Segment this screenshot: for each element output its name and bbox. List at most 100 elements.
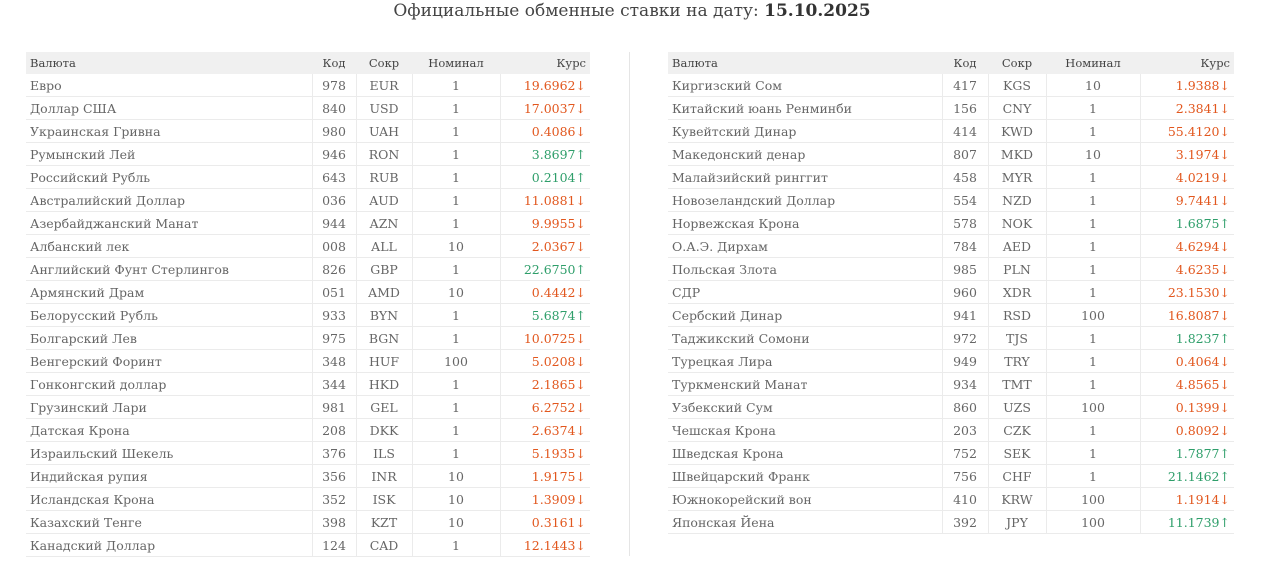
- table-row: Македонский денар 807 MKD 10 3.1974↓: [668, 142, 1234, 166]
- currency-code: 860: [942, 395, 989, 419]
- currency-rate-cell: 1.6875↑: [1140, 211, 1234, 235]
- currency-nominal: 1: [1046, 119, 1141, 143]
- currency-rate-cell: 0.4064↓: [1140, 349, 1234, 373]
- currency-nominal: 1: [1046, 165, 1141, 189]
- rate-value: 2.1865: [531, 376, 576, 392]
- currency-name: Таджикский Сомони: [668, 326, 943, 350]
- currency-code: 348: [312, 349, 357, 373]
- currency-nominal: 1: [412, 211, 501, 235]
- currency-abbr: XDR: [988, 280, 1047, 304]
- currency-abbr: SEK: [988, 441, 1047, 465]
- currency-nominal: 1: [412, 441, 501, 465]
- rates-table-right: Валюта Код Сокр Номинал Курс Киргизский …: [668, 52, 1234, 534]
- currency-nominal: 10: [1046, 74, 1141, 97]
- rate-value: 0.4086: [531, 123, 576, 139]
- currency-rate-cell: 22.6750↑: [500, 257, 590, 281]
- currency-nominal: 1: [412, 74, 501, 97]
- currency-name: Доллар США: [26, 96, 313, 120]
- currency-code: 417: [942, 74, 989, 97]
- col-header-nominal: Номинал: [1046, 52, 1140, 74]
- currency-abbr: CAD: [356, 533, 413, 557]
- rate-value: 2.6374: [531, 422, 576, 438]
- rate-value: 3.1974: [1175, 146, 1220, 162]
- arrow-down-icon: ↓: [1219, 77, 1230, 93]
- currency-code: 554: [942, 188, 989, 212]
- arrow-down-icon: ↓: [575, 468, 586, 484]
- currency-name: Азербайджанский Манат: [26, 211, 313, 235]
- currency-abbr: BGN: [356, 326, 413, 350]
- currency-code: 941: [942, 303, 989, 327]
- currency-code: 208: [312, 418, 357, 442]
- currency-rate-cell: 1.9388↓: [1140, 74, 1234, 97]
- currency-name: Гонконгский доллар: [26, 372, 313, 396]
- rate-value: 23.1530: [1167, 284, 1220, 300]
- currency-name: СДР: [668, 280, 943, 304]
- col-header-rate: Курс: [500, 52, 590, 74]
- currency-name: Чешская Крона: [668, 418, 943, 442]
- table-row: Чешская Крона 203 CZK 1 0.8092↓: [668, 418, 1234, 442]
- table-row: Израильский Шекель 376 ILS 1 5.1935↓: [26, 441, 590, 465]
- currency-rate-cell: 1.7877↑: [1140, 441, 1234, 465]
- currency-name: Грузинский Лари: [26, 395, 313, 419]
- column-divider: [629, 52, 630, 556]
- currency-abbr: EUR: [356, 74, 413, 97]
- table-row: Армянский Драм 051 AMD 10 0.4442↓: [26, 280, 590, 304]
- currency-name: Македонский денар: [668, 142, 943, 166]
- table-row: Норвежская Крона 578 NOK 1 1.6875↑: [668, 211, 1234, 235]
- currency-abbr: NOK: [988, 211, 1047, 235]
- currency-abbr: BYN: [356, 303, 413, 327]
- currency-code: 203: [942, 418, 989, 442]
- currency-name: Армянский Драм: [26, 280, 313, 304]
- currency-abbr: RSD: [988, 303, 1047, 327]
- rate-value: 0.1399: [1175, 399, 1220, 415]
- rate-value: 2.0367: [531, 238, 576, 254]
- table-row: Украинская Гривна 980 UAH 1 0.4086↓: [26, 119, 590, 143]
- currency-nominal: 1: [412, 395, 501, 419]
- currency-name: Южнокорейский вон: [668, 487, 943, 511]
- currency-abbr: AED: [988, 234, 1047, 258]
- rate-value: 1.8237: [1175, 330, 1220, 346]
- arrow-down-icon: ↓: [1219, 353, 1230, 369]
- currency-code: 934: [942, 372, 989, 396]
- rate-value: 21.1462: [1167, 468, 1220, 484]
- currency-rate-cell: 17.0037↓: [500, 96, 590, 120]
- arrow-up-icon: ↑: [1219, 468, 1230, 484]
- currency-name: Английский Фунт Стерлингов: [26, 257, 313, 281]
- currency-code: 376: [312, 441, 357, 465]
- arrow-up-icon: ↑: [1219, 215, 1230, 231]
- currency-name: Казахский Тенге: [26, 510, 313, 534]
- currency-abbr: CZK: [988, 418, 1047, 442]
- arrow-up-icon: ↑: [1219, 330, 1230, 346]
- currency-abbr: DKK: [356, 418, 413, 442]
- currency-code: 124: [312, 533, 357, 557]
- currency-nominal: 1: [412, 418, 501, 442]
- col-header-rate: Курс: [1140, 52, 1234, 74]
- currency-nominal: 10: [412, 464, 501, 488]
- currency-abbr: ILS: [356, 441, 413, 465]
- currency-code: 398: [312, 510, 357, 534]
- currency-abbr: MYR: [988, 165, 1047, 189]
- rate-value: 5.0208: [531, 353, 576, 369]
- currency-abbr: UZS: [988, 395, 1047, 419]
- currency-nominal: 100: [1046, 487, 1141, 511]
- currency-name: Индийская рупия: [26, 464, 313, 488]
- currency-nominal: 10: [412, 510, 501, 534]
- arrow-down-icon: ↓: [575, 77, 586, 93]
- table-row: Австралийский Доллар 036 AUD 1 11.0881↓: [26, 188, 590, 212]
- currency-rate-cell: 0.4086↓: [500, 119, 590, 143]
- arrow-up-icon: ↑: [575, 261, 586, 277]
- currency-nominal: 1: [1046, 441, 1141, 465]
- arrow-down-icon: ↓: [575, 399, 586, 415]
- currency-abbr: GBP: [356, 257, 413, 281]
- table-row: О.А.Э. Дирхам 784 AED 1 4.6294↓: [668, 234, 1234, 258]
- currency-name: Албанский лек: [26, 234, 313, 258]
- currency-rate-cell: 9.9955↓: [500, 211, 590, 235]
- table-row: Гонконгский доллар 344 HKD 1 2.1865↓: [26, 372, 590, 396]
- currency-nominal: 1: [1046, 280, 1141, 304]
- currency-abbr: TMT: [988, 372, 1047, 396]
- currency-rate-cell: 1.1914↓: [1140, 487, 1234, 511]
- currency-rate-cell: 3.1974↓: [1140, 142, 1234, 166]
- currency-code: 972: [942, 326, 989, 350]
- rate-value: 4.8565: [1175, 376, 1220, 392]
- table-row: Индийская рупия 356 INR 10 1.9175↓: [26, 464, 590, 488]
